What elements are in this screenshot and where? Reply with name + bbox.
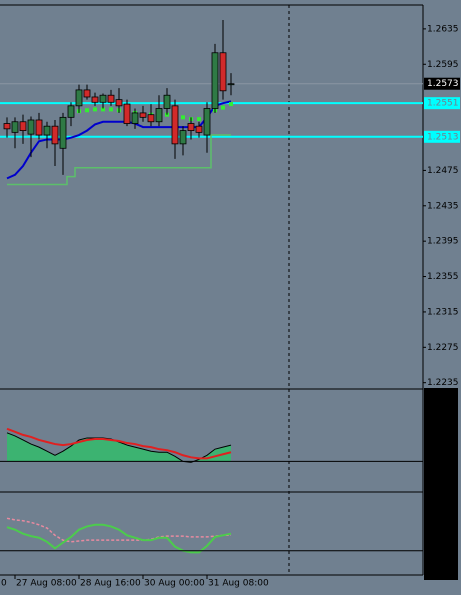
candle-body	[51, 125, 59, 145]
candle-body	[43, 125, 51, 136]
signal-dot	[229, 102, 233, 107]
y-tick-label: 1.2395	[427, 237, 459, 247]
candle-body	[179, 130, 187, 145]
candle-body	[107, 94, 115, 103]
y-tick-label: 1.2595	[427, 60, 459, 70]
candle-body	[27, 119, 35, 135]
candle-body	[131, 112, 139, 124]
x-edge-label: 0	[1, 579, 7, 589]
candle-body	[99, 94, 107, 103]
candle-body	[3, 123, 11, 130]
signal-dot	[197, 117, 201, 122]
indicator-line	[6, 517, 231, 543]
candle-body	[227, 83, 235, 86]
x-tick-label: 28 Aug 16:00	[80, 579, 141, 589]
candle-body	[59, 116, 67, 149]
indicator-line	[6, 523, 232, 554]
y-tick-label: 1.2435	[427, 201, 459, 211]
candle-body	[147, 114, 155, 123]
y-tick-label: 1.2235	[427, 378, 459, 388]
y-tick-label: 1.2635	[427, 24, 459, 34]
level-label-box	[424, 97, 460, 110]
y-tick-label: 1.2355	[427, 272, 459, 282]
x-tick-label: 27 Aug 08:00	[16, 579, 77, 589]
area-fill	[7, 432, 231, 463]
candle-body	[155, 108, 163, 123]
candle-body	[163, 94, 171, 109]
candle-body	[139, 112, 147, 118]
candle-body	[67, 105, 75, 118]
indicator-line	[6, 427, 232, 460]
candle-body	[83, 89, 91, 98]
candle-body	[11, 121, 19, 133]
candle-body	[91, 96, 99, 103]
indicator-line	[7, 134, 231, 186]
x-tick-label: 30 Aug 00:00	[144, 579, 205, 589]
signal-dot	[221, 105, 225, 110]
y-tick-label: 1.2275	[427, 343, 459, 353]
candle-body	[19, 121, 27, 132]
candle-body	[35, 119, 43, 136]
candle-body	[211, 52, 219, 109]
candle-body	[195, 125, 203, 133]
candle-body	[115, 99, 123, 107]
scale-block	[424, 388, 458, 580]
candle-body	[123, 103, 131, 124]
candle-body	[187, 123, 195, 132]
y-tick-label: 1.2475	[427, 166, 459, 176]
candle-body	[75, 89, 83, 107]
signal-dot	[85, 108, 89, 113]
y-tick-label: 1.2315	[427, 307, 459, 317]
last-price-box	[424, 77, 460, 90]
signal-dot	[101, 107, 105, 112]
candle-body	[219, 52, 227, 92]
signal-dot	[93, 107, 97, 112]
level-label-box	[424, 130, 460, 143]
signal-dot	[181, 115, 185, 120]
candle-body	[171, 105, 179, 145]
candle-body	[203, 108, 211, 136]
last-price-label: 1.2573	[427, 79, 459, 89]
level-label: 1.2551	[427, 99, 459, 109]
level-label: 1.2513	[427, 132, 459, 142]
x-tick-label: 31 Aug 08:00	[208, 579, 269, 589]
signal-dot	[109, 107, 113, 112]
